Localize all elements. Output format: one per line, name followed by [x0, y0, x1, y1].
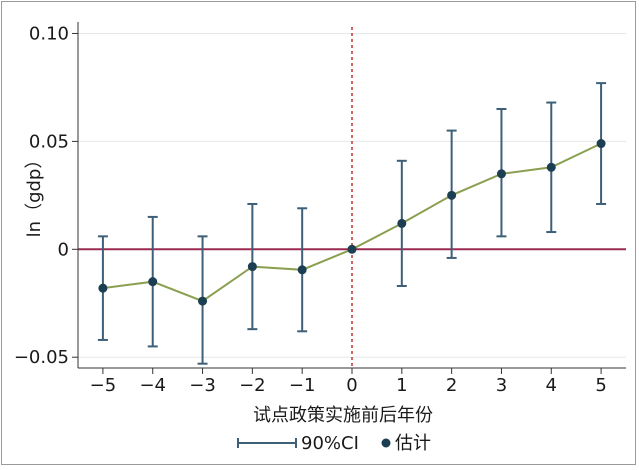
- estimate-points: [98, 139, 606, 306]
- x-tick-label-9: 4: [546, 375, 557, 396]
- x-tick-label-0: −5: [90, 375, 117, 396]
- estimate-point-10: [596, 139, 606, 149]
- x-tick-label-8: 3: [496, 375, 507, 396]
- estimate-point-7: [447, 190, 457, 200]
- legend: 90%CI 估计: [237, 433, 431, 454]
- legend-estimate-label: 估计: [395, 433, 431, 454]
- x-tick-label-4: −1: [289, 375, 316, 396]
- y-axis-title: ln（gdp）: [24, 151, 45, 238]
- x-tick-label-1: −4: [139, 375, 166, 396]
- legend-estimate-dot: [381, 438, 391, 448]
- x-tick-label-3: −2: [239, 375, 266, 396]
- estimate-point-6: [397, 218, 407, 228]
- estimate-point-8: [496, 169, 506, 179]
- x-tick-label-10: 5: [595, 375, 606, 396]
- x-tick-label-2: −3: [189, 375, 216, 396]
- estimate-point-0: [98, 283, 108, 293]
- estimate-point-3: [247, 262, 257, 272]
- x-tick-label-5: 0: [346, 375, 357, 396]
- axes: −0.05 0 0.05 0.10 −5 −4 −3 −2 −1 0 1 2 3 4 5: [14, 22, 626, 396]
- x-tick-label-7: 2: [446, 375, 457, 396]
- legend-ci-label: 90%CI: [301, 433, 359, 454]
- estimate-point-9: [546, 162, 556, 172]
- x-tick-label-6: 1: [396, 375, 407, 396]
- estimate-point-5: [347, 244, 357, 254]
- y-tick-label-3: 0.10: [29, 23, 69, 44]
- y-tick-label-2: 0.05: [29, 131, 69, 152]
- estimate-point-1: [148, 277, 158, 287]
- estimate-point-4: [297, 265, 307, 275]
- x-axis-title: 试点政策实施前后年份: [253, 405, 433, 426]
- axis-labels: 试点政策实施前后年份 ln（gdp）: [24, 151, 433, 426]
- estimate-point-2: [198, 296, 208, 306]
- y-tick-label-1: 0: [58, 239, 69, 260]
- reference-lines: [78, 27, 626, 368]
- y-tick-label-0: −0.05: [14, 347, 69, 368]
